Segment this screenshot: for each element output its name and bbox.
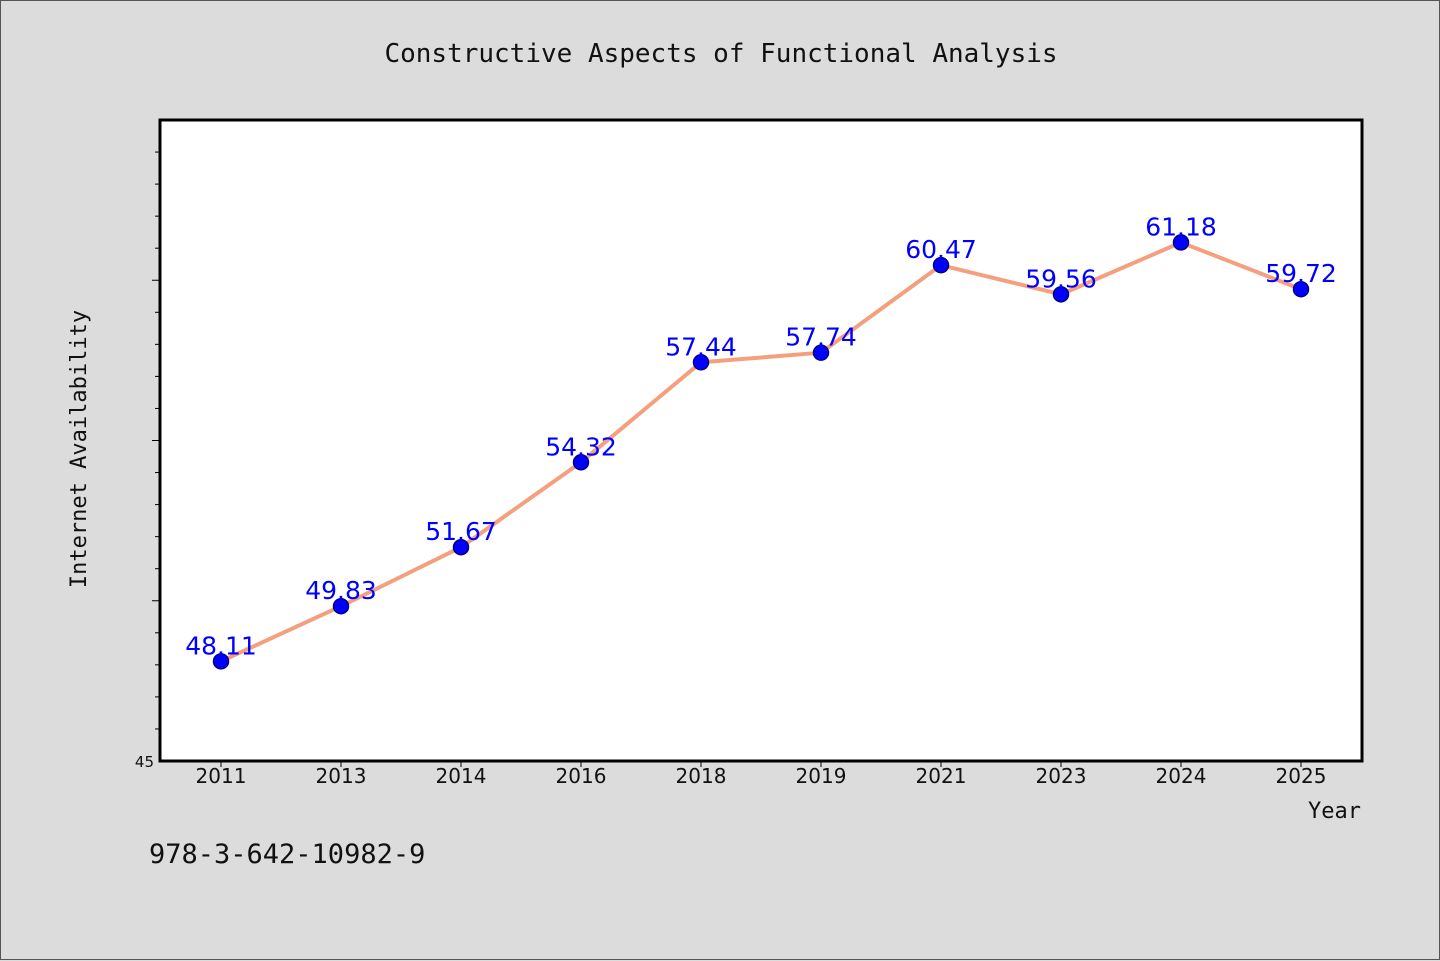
data-label: 51.67 [425,517,497,546]
x-tick-label: 2024 [1156,764,1207,788]
x-tick-label: 2011 [196,764,247,788]
x-axis-label: Year [1308,799,1361,824]
x-tick-label: 2021 [916,764,967,788]
plot-area [158,118,1364,763]
data-point [692,354,710,371]
data-point [812,344,830,361]
data-label: 59.56 [1025,264,1097,293]
data-point [332,597,350,615]
y-tick-label: 45 [135,753,154,771]
data-point [1292,280,1310,298]
y-axis-ticks: 45 [135,151,160,771]
data-label: 57.74 [785,323,857,352]
data-label: 54.32 [545,432,617,461]
x-tick-label: 2023 [1036,764,1087,788]
y-axis-label: Internet Availability [67,310,92,588]
x-tick-label: 2018 [676,764,727,788]
data-label: 49.83 [305,576,377,605]
chart-title: Constructive Aspects of Functional Analy… [384,39,1057,69]
data-label: 59.72 [1265,259,1337,288]
series-line-group [220,240,1302,664]
data-point [572,454,590,471]
data-label: 60.47 [905,235,977,264]
data-labels-group: 48.11 49.83 51.67 54.32 57.44 57.74 60.47 59.56… [185,212,1337,660]
series-line [220,240,1302,664]
x-tick-label: 2016 [556,764,607,788]
data-point [1052,286,1070,303]
data-point [452,538,470,556]
x-tick-label: 2025 [1276,764,1327,788]
x-tick-label: 2013 [316,764,367,788]
data-point [1172,234,1190,251]
data-point [932,256,950,274]
data-label: 61.18 [1145,212,1217,241]
x-tick-label: 2014 [436,764,487,788]
x-axis-ticks: 2011 2013 2014 2016 2018 2019 2021 2023 2024 2025 [196,761,1327,788]
data-point [212,653,230,670]
footer-text: 978-3-642-10982-9 [149,839,425,870]
markers-group [212,234,1310,670]
data-label: 57.44 [665,332,737,361]
data-label: 48.11 [185,631,257,660]
x-tick-label: 2019 [796,764,847,788]
